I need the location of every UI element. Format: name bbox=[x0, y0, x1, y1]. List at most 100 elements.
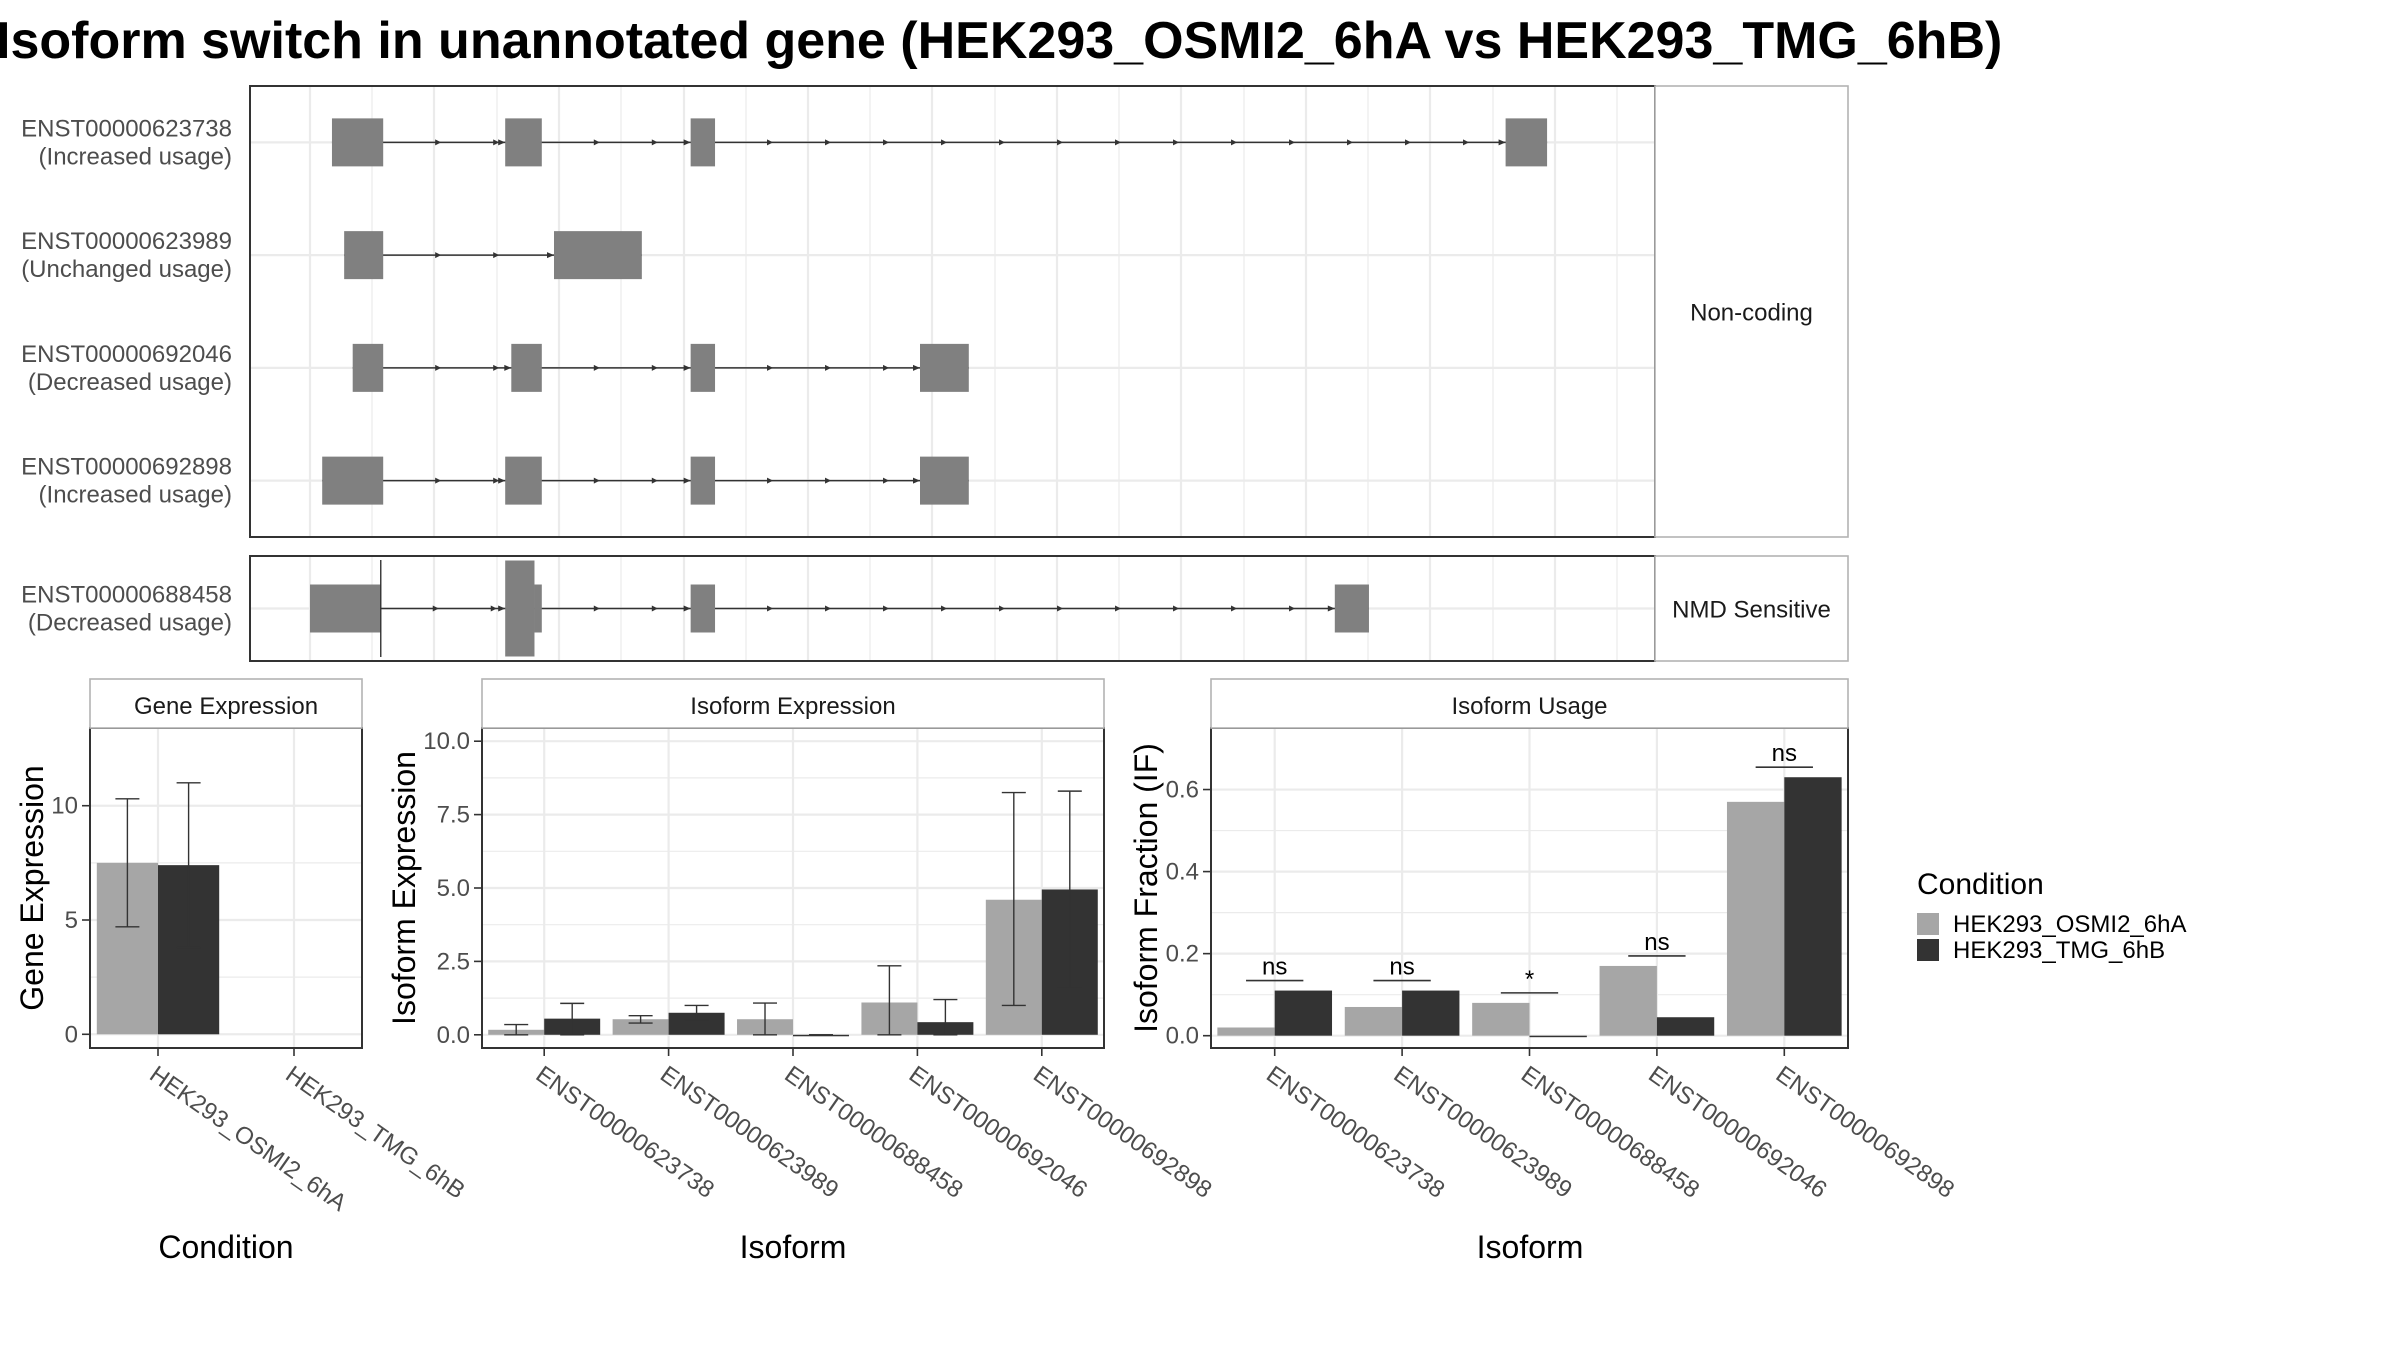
y-tick-label: 0.4 bbox=[1166, 859, 1199, 886]
intron-arrow bbox=[883, 477, 890, 484]
bar bbox=[1726, 801, 1785, 1036]
exon-block bbox=[554, 231, 642, 280]
track-label-usage: (Unchanged usage) bbox=[21, 256, 232, 283]
intron-arrow bbox=[941, 139, 948, 146]
intron-arrow bbox=[432, 605, 439, 612]
significance-label: ns bbox=[1389, 954, 1414, 981]
track-label-usage: (Decreased usage) bbox=[28, 610, 232, 637]
bar bbox=[1217, 1027, 1275, 1036]
intron-arrow bbox=[683, 364, 691, 371]
intron-arrow bbox=[825, 605, 832, 612]
significance-label: ns bbox=[1262, 954, 1287, 981]
intron-arrow bbox=[1327, 605, 1335, 612]
intron-arrow bbox=[913, 364, 920, 371]
track-label-id: ENST00000692046 bbox=[21, 341, 232, 368]
intron-arrow bbox=[651, 605, 658, 612]
bar bbox=[1402, 990, 1460, 1036]
bar bbox=[612, 1019, 669, 1035]
legend-swatch bbox=[1917, 913, 1939, 935]
bar-panel-title: Gene Expression bbox=[134, 693, 318, 720]
exon-block bbox=[690, 118, 716, 167]
structure-panel: Non-coding bbox=[249, 85, 1849, 538]
exon-block bbox=[1505, 118, 1548, 167]
intron-arrow bbox=[435, 477, 442, 484]
exon-block bbox=[352, 343, 384, 392]
intron-arrow bbox=[683, 477, 691, 484]
intron-arrow bbox=[493, 477, 500, 484]
intron-arrow bbox=[1231, 605, 1238, 612]
intron-arrow bbox=[1173, 605, 1180, 612]
intron-arrow bbox=[1347, 139, 1354, 146]
structure-strip-label: Non-coding bbox=[1690, 300, 1813, 327]
track-label-usage: (Increased usage) bbox=[39, 482, 232, 509]
y-tick-label: 5 bbox=[65, 907, 78, 934]
figure-title: Isoform switch in unannotated gene (HEK2… bbox=[0, 12, 2002, 70]
bar-panel-title: Isoform Usage bbox=[1451, 693, 1607, 720]
intron-arrow bbox=[883, 364, 890, 371]
exon-block bbox=[511, 343, 542, 392]
y-tick-label: 5.0 bbox=[437, 875, 470, 902]
structure-strip bbox=[1654, 555, 1849, 662]
intron-arrow bbox=[1463, 139, 1470, 146]
exon-block bbox=[690, 343, 716, 392]
exon-block bbox=[331, 118, 384, 167]
x-axis-title: Isoform bbox=[1477, 1229, 1584, 1265]
exon-block bbox=[505, 456, 542, 505]
bar-panel-strip bbox=[1210, 678, 1849, 729]
intron-arrow bbox=[683, 605, 691, 612]
exon-block bbox=[920, 456, 969, 505]
intron-arrow bbox=[490, 605, 497, 612]
intron-arrow bbox=[825, 477, 832, 484]
intron-arrow bbox=[1115, 139, 1122, 146]
y-tick-label: 10 bbox=[51, 793, 78, 820]
exon-block bbox=[690, 456, 716, 505]
intron-arrow bbox=[435, 139, 442, 146]
structure-strip-label: NMD Sensitive bbox=[1672, 597, 1831, 624]
intron-arrow bbox=[493, 139, 500, 146]
significance-label: * bbox=[1525, 966, 1534, 993]
exon-block bbox=[344, 231, 384, 280]
intron-arrow bbox=[651, 477, 658, 484]
bar bbox=[1784, 777, 1842, 1036]
significance-label: ns bbox=[1772, 740, 1797, 767]
bar-panel-strip bbox=[481, 678, 1105, 729]
bar-panel-strip bbox=[89, 678, 363, 729]
intron-arrow bbox=[767, 139, 774, 146]
intron-arrow bbox=[767, 477, 774, 484]
intron-arrow bbox=[435, 252, 442, 259]
track-label-id: ENST00000688458 bbox=[21, 582, 232, 609]
intron-arrow bbox=[498, 477, 506, 484]
intron-arrow bbox=[593, 477, 600, 484]
y-axis-title: Gene Expression bbox=[14, 765, 50, 1010]
track-label-id: ENST00000692898 bbox=[21, 454, 232, 481]
intron-arrow bbox=[999, 139, 1006, 146]
bar bbox=[793, 1034, 849, 1037]
intron-arrow bbox=[1057, 139, 1064, 146]
exon-block bbox=[505, 560, 535, 657]
intron-arrow bbox=[593, 139, 600, 146]
legend-title: Condition bbox=[1917, 868, 2044, 901]
bar bbox=[1529, 1035, 1587, 1038]
structure-panel: NMD Sensitive bbox=[249, 555, 1849, 662]
exon-block bbox=[1334, 584, 1369, 633]
bar bbox=[1656, 1017, 1715, 1036]
intron-arrow bbox=[504, 364, 512, 371]
intron-arrow bbox=[825, 139, 832, 146]
track-label-id: ENST00000623738 bbox=[21, 115, 232, 142]
track-label-usage: (Increased usage) bbox=[39, 143, 232, 170]
legend-entry-label: HEK293_OSMI2_6hA bbox=[1953, 911, 2186, 938]
intron-arrow bbox=[913, 477, 920, 484]
exon-block bbox=[310, 584, 381, 633]
bar bbox=[1344, 1006, 1403, 1036]
intron-arrow bbox=[593, 364, 600, 371]
intron-arrow bbox=[651, 364, 658, 371]
x-axis-title: Condition bbox=[158, 1229, 293, 1265]
intron-arrow bbox=[941, 605, 948, 612]
track-label-usage: (Decreased usage) bbox=[28, 369, 232, 396]
intron-arrow bbox=[1405, 139, 1412, 146]
x-axis-title: Isoform bbox=[740, 1229, 847, 1265]
y-tick-label: 0.0 bbox=[437, 1022, 470, 1049]
intron-arrow bbox=[883, 139, 890, 146]
